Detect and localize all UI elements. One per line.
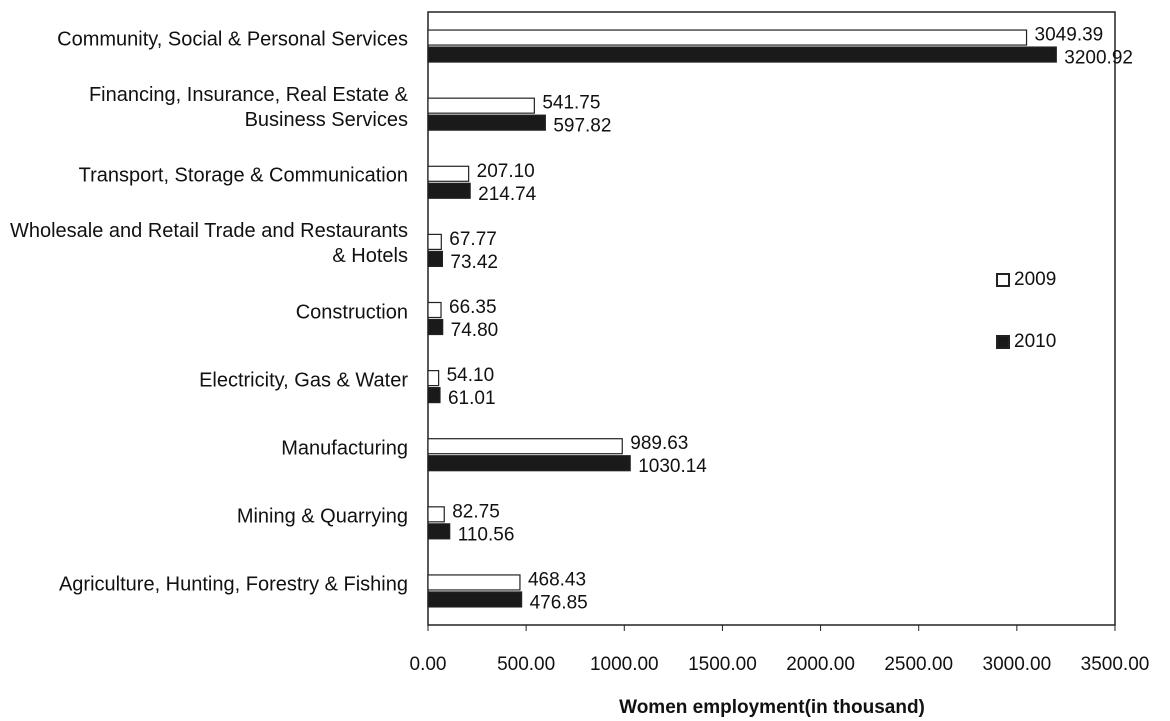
x-tick-label: 1000.00 (590, 654, 659, 675)
value-label: 207.10 (477, 161, 535, 182)
x-tick-label: 2000.00 (786, 654, 855, 675)
category-label: Agriculture, Hunting, Forestry & Fishing (58, 573, 408, 596)
value-label: 989.63 (630, 433, 688, 454)
category-label: Transport, Storage & Communication (78, 164, 408, 187)
plot-frame (427, 11, 1116, 626)
legend-label: 2009 (1014, 269, 1056, 290)
bar (427, 387, 441, 404)
bar (427, 233, 442, 250)
bar (427, 523, 451, 540)
x-tick-label: 0.00 (410, 654, 447, 675)
bar (427, 370, 440, 387)
bar (427, 506, 445, 523)
value-label: 67.77 (449, 229, 497, 250)
value-label: 541.75 (542, 93, 600, 114)
category-label: Community, Social & Personal Services (57, 28, 408, 51)
value-label: 82.75 (452, 501, 500, 522)
bar (427, 182, 471, 199)
bar (427, 455, 631, 472)
bar (427, 114, 546, 131)
bar (427, 165, 470, 182)
bar (427, 574, 521, 591)
category-label: Mining & Quarrying (236, 505, 408, 528)
legend-swatch (996, 335, 1010, 349)
bar (427, 438, 623, 455)
x-axis-title: Women employment(in thousand) (619, 697, 925, 718)
x-tick-label: 3000.00 (983, 654, 1052, 675)
bar (427, 46, 1057, 63)
value-label: 476.85 (530, 592, 588, 613)
category-label: Financing, Insurance, Real Estate & Busi… (88, 84, 408, 132)
bar (427, 301, 442, 319)
legend-label: 2010 (1014, 331, 1056, 352)
legend-swatch (996, 273, 1010, 287)
x-tick-label: 1500.00 (688, 654, 757, 675)
category-label: Construction (295, 301, 408, 323)
value-label: 66.35 (449, 297, 497, 318)
value-label: 73.42 (450, 252, 498, 273)
value-label: 3049.39 (1035, 25, 1104, 46)
bar (427, 591, 523, 608)
x-tick-label: 500.00 (497, 654, 555, 675)
bar (427, 318, 444, 336)
category-label: Electricity, Gas & Water (199, 369, 408, 392)
value-label: 214.74 (478, 184, 537, 205)
value-label: 1030.14 (638, 456, 707, 477)
x-tick-label: 3500.00 (1081, 654, 1150, 675)
bar (427, 29, 1028, 46)
bar (427, 250, 444, 267)
value-label: 54.10 (447, 365, 495, 386)
value-label: 3200.92 (1064, 48, 1133, 69)
value-label: 468.43 (528, 569, 586, 590)
category-label: Wholesale and Retail Trade and Restauran… (9, 220, 408, 268)
x-tick-label: 2500.00 (884, 654, 953, 675)
category-label: Manufacturing (281, 437, 408, 460)
bar (427, 97, 535, 114)
value-label: 110.56 (458, 524, 515, 545)
value-label: 597.82 (553, 116, 611, 137)
value-label: 74.80 (451, 320, 499, 341)
value-label: 61.01 (448, 388, 496, 409)
